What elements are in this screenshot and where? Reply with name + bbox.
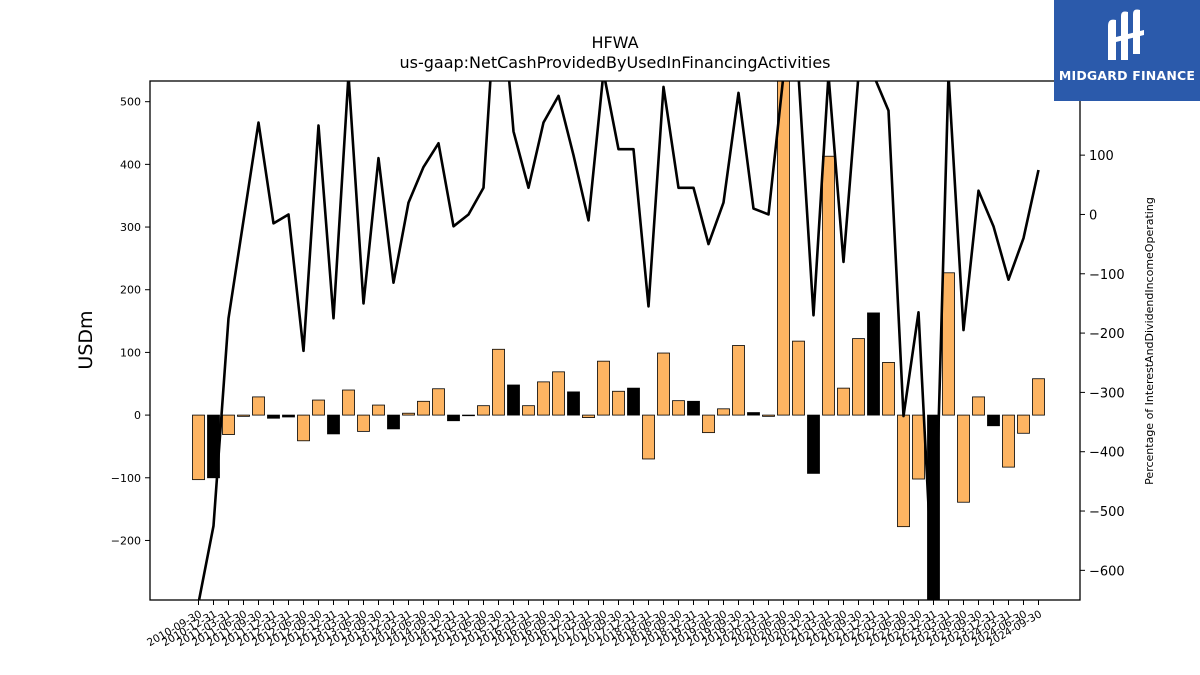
- y2-tick-label: −400: [1089, 446, 1125, 461]
- interest-ratio-line: [197, 81, 1040, 600]
- bar-2011-09-30: [252, 396, 265, 416]
- bar-2012-03-31: [282, 414, 295, 418]
- bar-2022-06-30: [897, 414, 910, 528]
- bar-2015-06-30: [477, 405, 490, 416]
- bar-2016-12-31: [567, 391, 580, 416]
- chart-title: HFWA: [591, 33, 638, 52]
- y2-tick-label: −500: [1089, 505, 1125, 520]
- bar-2024-09-30: [1032, 378, 1045, 416]
- y-tick-label: −100: [111, 472, 141, 485]
- bar-2014-06-30: [417, 400, 430, 416]
- y-tick-label: −200: [111, 534, 141, 547]
- bar-2012-09-30: [312, 399, 325, 416]
- bar-2020-09-30: [792, 340, 805, 416]
- bar-2019-06-30: [717, 408, 730, 416]
- bar-2020-12-31: [807, 414, 820, 474]
- y2-tick-label: −200: [1089, 327, 1125, 342]
- bar-2015-09-30: [492, 348, 505, 416]
- bar-2013-12-31: [387, 414, 400, 430]
- chart-subtitle: us-gaap:NetCashProvidedByUsedInFinancing…: [399, 53, 830, 72]
- bar-2017-09-30: [612, 390, 625, 416]
- y-tick-label: 100: [120, 346, 141, 359]
- bar-2014-03-31: [402, 412, 415, 416]
- bar-2019-09-30: [732, 345, 745, 416]
- bar-2016-03-31: [522, 405, 535, 416]
- bar-2020-06-30: [777, 81, 790, 416]
- bar-2023-03-31: [942, 272, 955, 416]
- bar-2013-03-31: [342, 389, 355, 416]
- plot-frame: [149, 80, 1081, 601]
- y2-tick-label: 0: [1089, 208, 1097, 223]
- logo-text: MIDGARD FINANCE: [1058, 68, 1196, 83]
- bar-2018-06-30: [657, 352, 670, 416]
- bar-2021-12-31: [867, 312, 880, 416]
- y-tick-label: 500: [120, 96, 141, 109]
- bar-2019-03-31: [702, 414, 715, 434]
- bar-2011-03-31: [222, 414, 235, 435]
- bar-2015-12-31: [507, 384, 520, 416]
- bar-2013-09-30: [372, 404, 385, 416]
- bar-2015-03-31: [462, 414, 475, 417]
- y2-tick-label: −300: [1089, 386, 1125, 401]
- bar-2021-06-30: [837, 387, 850, 416]
- bar-2016-06-30: [537, 381, 550, 416]
- y-tick-label: 200: [120, 284, 141, 297]
- y-axis-label: USDm: [75, 310, 97, 369]
- bar-2012-06-30: [297, 414, 310, 442]
- bar-2021-03-31: [822, 155, 835, 416]
- y-tick-label: 300: [120, 221, 141, 234]
- y2-axis-label: Percentage of InterestAndDividendIncomeO…: [1143, 197, 1156, 485]
- y2-tick-label: −100: [1089, 268, 1125, 283]
- bar-2023-12-31: [987, 414, 1000, 427]
- bar-2022-09-30: [912, 414, 925, 480]
- bar-2014-12-31: [447, 414, 460, 422]
- bar-2013-06-30: [357, 414, 370, 432]
- bar-2011-06-30: [237, 414, 250, 417]
- bar-2018-12-31: [687, 400, 700, 416]
- midgard-finance-logo: MIDGARD FINANCE: [1054, 0, 1200, 101]
- bar-2011-12-31: [267, 414, 280, 419]
- bar-2024-03-31: [1002, 414, 1015, 468]
- y2-tick-label: −600: [1089, 564, 1125, 579]
- bar-2018-09-30: [672, 400, 685, 416]
- bar-2017-12-31: [627, 387, 640, 416]
- y2-tick-label: 100: [1089, 149, 1114, 164]
- bar-2022-03-31: [882, 362, 895, 416]
- bar-2017-03-31: [582, 414, 595, 418]
- bar-2012-12-31: [327, 414, 340, 435]
- bar-2010-09-30: [192, 414, 205, 481]
- bar-2021-09-30: [852, 338, 865, 416]
- bar-2016-09-30: [552, 371, 565, 416]
- bar-2024-06-30: [1017, 414, 1030, 434]
- bar-2017-06-30: [597, 360, 610, 416]
- midgard-logo-icon: [1108, 9, 1144, 61]
- bar-2023-06-30: [957, 414, 970, 503]
- y-tick-label: 400: [120, 158, 141, 171]
- bar-2023-09-30: [972, 396, 985, 416]
- bar-2014-09-30: [432, 388, 445, 416]
- bar-2018-03-31: [642, 414, 655, 460]
- bar-2019-12-31: [747, 412, 760, 416]
- y-tick-label: 0: [134, 409, 141, 422]
- bar-2020-03-31: [762, 414, 775, 417]
